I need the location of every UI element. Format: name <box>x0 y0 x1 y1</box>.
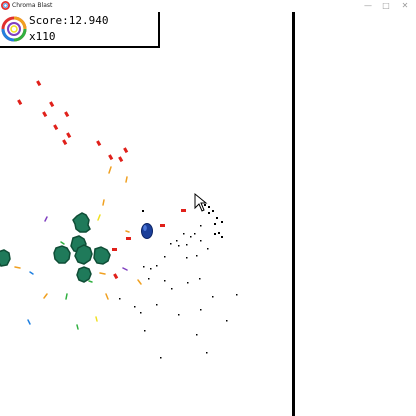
score-value: 12.940 <box>68 14 109 27</box>
spark-particles <box>119 204 238 359</box>
enemy <box>0 249 11 267</box>
enemy <box>53 245 71 264</box>
playfield <box>0 80 238 359</box>
enemy <box>74 244 93 265</box>
score-hud: Score:12.940 x110 <box>0 12 160 48</box>
chroma-ring-icon <box>1 1 10 10</box>
chroma-ring-icon <box>1 16 27 42</box>
game-canvas[interactable]: Score:12.940 x110 <box>0 12 416 416</box>
enemy <box>72 212 91 233</box>
debris-shards <box>14 166 142 330</box>
minimize-icon[interactable]: — <box>364 1 372 10</box>
enemy-swarm <box>0 212 111 283</box>
arena-boundary-wall <box>292 12 295 416</box>
maximize-icon[interactable]: □ <box>382 1 390 10</box>
enemy <box>76 266 92 283</box>
window-title: Chroma Blast <box>12 2 53 9</box>
close-icon[interactable]: ✕ <box>401 1 409 10</box>
player-ship <box>141 223 153 239</box>
score-readout: Score:12.940 <box>29 13 109 28</box>
enemy <box>93 246 111 265</box>
combo-multiplier: x110 <box>29 30 56 43</box>
score-label: Score: <box>29 14 69 27</box>
enemy-bullets <box>17 80 186 280</box>
aim-cursor-icon <box>194 192 208 212</box>
